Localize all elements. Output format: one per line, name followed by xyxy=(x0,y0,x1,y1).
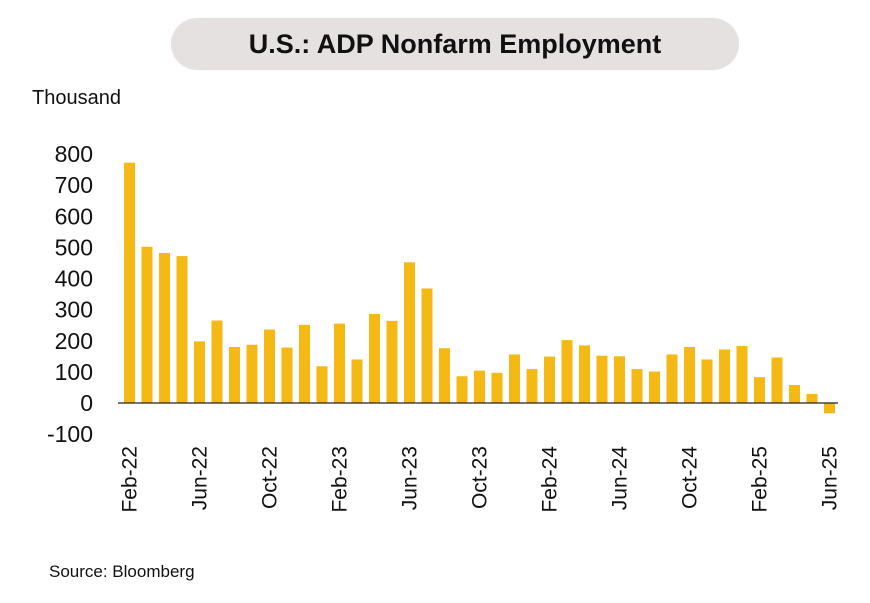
bar xyxy=(474,370,485,403)
bar xyxy=(771,357,783,403)
y-tick-label: 0 xyxy=(80,390,93,416)
bar xyxy=(666,354,678,403)
bar xyxy=(439,348,450,403)
chart-title-pill: U.S.: ADP Nonfarm Employment xyxy=(171,18,739,70)
y-tick-label: 100 xyxy=(55,359,93,385)
bar xyxy=(631,369,643,403)
x-tick-label: Feb-22 xyxy=(119,446,142,513)
bar xyxy=(194,341,205,403)
y-tick-label: 700 xyxy=(55,172,93,198)
y-tick-label: 500 xyxy=(55,234,93,260)
bar xyxy=(649,371,660,403)
source-note: Source: Bloomberg xyxy=(49,562,195,581)
y-tick-label: -100 xyxy=(47,421,93,447)
x-tick-label: Oct-22 xyxy=(259,446,282,509)
bar xyxy=(491,372,503,403)
x-tick-label: Jun-24 xyxy=(609,446,632,511)
bar xyxy=(421,288,433,403)
bar xyxy=(124,162,135,403)
bar xyxy=(824,403,835,414)
bar xyxy=(264,329,275,403)
bar xyxy=(141,246,153,403)
bar xyxy=(334,323,345,403)
bar xyxy=(579,345,590,403)
chart-title: U.S.: ADP Nonfarm Employment xyxy=(248,28,662,59)
y-tick-label: 300 xyxy=(55,297,93,323)
bar xyxy=(736,346,748,403)
bar xyxy=(211,320,223,403)
bar xyxy=(544,356,555,403)
bar xyxy=(684,346,695,403)
y-axis-unit-label: Thousand xyxy=(32,87,121,109)
bar xyxy=(526,369,538,403)
y-tick-label: 600 xyxy=(55,203,93,229)
bar xyxy=(281,347,293,403)
bar xyxy=(386,320,398,403)
x-tick-label: Feb-24 xyxy=(539,446,562,513)
bar xyxy=(404,262,415,403)
bar xyxy=(316,366,328,403)
x-tick-label: Jun-22 xyxy=(189,446,212,510)
bar xyxy=(789,384,800,403)
bar xyxy=(456,376,468,403)
y-tick-label: 400 xyxy=(55,266,93,292)
bar xyxy=(159,252,170,403)
bar xyxy=(246,344,258,403)
bar xyxy=(299,324,310,403)
bar xyxy=(754,377,765,403)
bar xyxy=(701,359,713,403)
x-tick-label: Jun-23 xyxy=(399,446,422,510)
bar xyxy=(509,354,520,403)
bar xyxy=(561,340,573,403)
bar xyxy=(806,393,818,403)
bar xyxy=(614,356,625,403)
bar xyxy=(351,359,363,403)
bar xyxy=(719,349,730,403)
bar xyxy=(369,313,380,403)
x-tick-label: Feb-23 xyxy=(329,446,352,513)
bar xyxy=(596,355,608,403)
x-tick-label: Oct-23 xyxy=(469,446,492,509)
bar xyxy=(229,346,240,403)
bar xyxy=(176,256,188,403)
y-tick-label: 200 xyxy=(55,328,93,354)
x-tick-label: Oct-24 xyxy=(679,446,702,509)
x-tick-label: Jun-25 xyxy=(819,446,842,510)
y-tick-label: 800 xyxy=(55,141,93,167)
x-tick-label: Feb-25 xyxy=(749,446,772,513)
